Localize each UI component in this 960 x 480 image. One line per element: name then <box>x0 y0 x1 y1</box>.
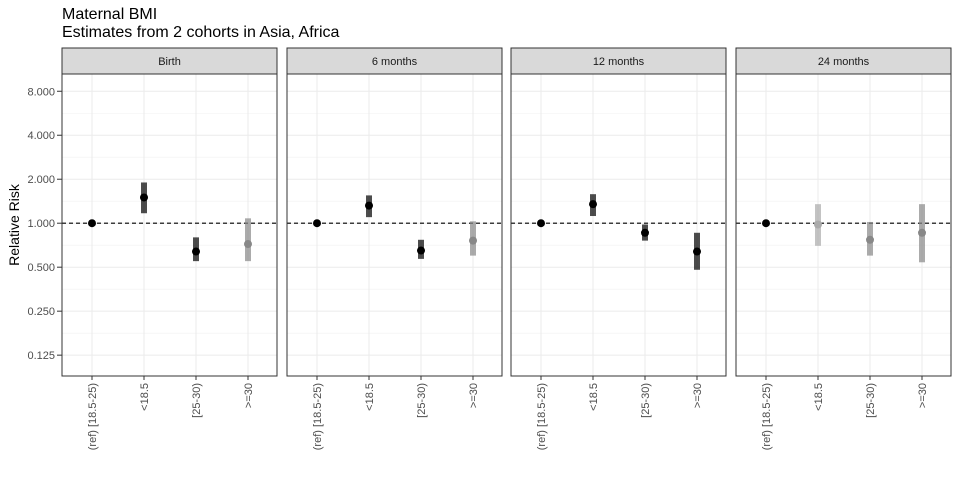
point-estimate <box>641 228 649 237</box>
x-tick-label: <18.5 <box>588 383 600 411</box>
panel-background <box>62 74 277 376</box>
point-estimate <box>589 200 597 209</box>
point-estimate <box>762 219 770 228</box>
point-estimate <box>866 235 874 244</box>
point-estimate <box>537 219 545 228</box>
point-estimate <box>244 240 252 249</box>
point-estimate <box>693 247 701 256</box>
y-tick-label: 2.000 <box>27 174 55 186</box>
point-estimate <box>918 228 926 237</box>
point-estimate <box>469 236 477 245</box>
y-tick-label: 0.250 <box>27 306 55 318</box>
panel-background <box>287 74 502 376</box>
point-estimate <box>313 219 321 228</box>
x-tick-label: <18.5 <box>139 383 151 411</box>
x-tick-label: <18.5 <box>813 383 825 411</box>
panel-3: 12 months (ref) [18.5-25) <18.5 [25-30) >=30 <box>510 47 727 450</box>
x-tick-label: [25-30) <box>640 383 652 418</box>
y-axis-label: Relative Risk <box>6 183 22 266</box>
x-tick-label: [25-30) <box>865 383 877 418</box>
panel-1: Birth (ref) [18.5-25) <18.5 [25-30) >=30 <box>61 47 278 450</box>
y-tick-label: 8.000 <box>27 86 55 98</box>
panel-strip <box>61 47 278 75</box>
panel-background <box>736 74 951 376</box>
panel-border <box>61 73 278 377</box>
panel-border <box>735 73 952 377</box>
panel-strip <box>286 47 503 75</box>
point-estimate <box>814 220 822 229</box>
point-estimate <box>88 219 96 228</box>
confidence-interval <box>245 218 251 262</box>
x-tick-label: >=30 <box>468 383 480 408</box>
point-estimate <box>365 201 373 210</box>
x-tick-label: (ref) [18.5-25) <box>536 383 548 450</box>
x-tick-label: >=30 <box>692 383 704 408</box>
point-estimate <box>192 247 200 256</box>
x-tick-label: <18.5 <box>364 383 376 411</box>
panel-background <box>511 74 726 376</box>
panel-border <box>286 73 503 377</box>
x-tick-label: >=30 <box>243 383 255 408</box>
y-tick-label: 4.000 <box>27 130 55 142</box>
x-tick-label: [25-30) <box>191 383 203 418</box>
chart-title: Maternal BMI <box>62 6 158 23</box>
panel-label: Birth <box>158 56 181 68</box>
panel-4: 24 months (ref) [18.5-25) <18.5 [25-30) >=30 <box>735 47 952 450</box>
x-tick-label: (ref) [18.5-25) <box>312 383 324 450</box>
y-tick-label: 0.125 <box>27 350 55 362</box>
x-tick-label: (ref) [18.5-25) <box>87 383 99 450</box>
point-estimate <box>140 193 148 202</box>
y-tick-label: 1.000 <box>27 218 55 230</box>
panel-label: 6 months <box>372 56 418 68</box>
panel-label: 12 months <box>593 56 645 68</box>
x-tick-label: >=30 <box>917 383 929 408</box>
x-tick-label: [25-30) <box>416 383 428 418</box>
panel-border <box>510 73 727 377</box>
chart-subtitle: Estimates from 2 cohorts in Asia, Africa <box>62 24 340 41</box>
panel-2: 6 months (ref) [18.5-25) <18.5 [25-30) >=30 <box>286 47 503 450</box>
y-tick-label: 0.500 <box>27 262 55 274</box>
point-estimate <box>417 246 425 255</box>
x-tick-label: (ref) [18.5-25) <box>761 383 773 450</box>
panel-label: 24 months <box>818 56 870 68</box>
